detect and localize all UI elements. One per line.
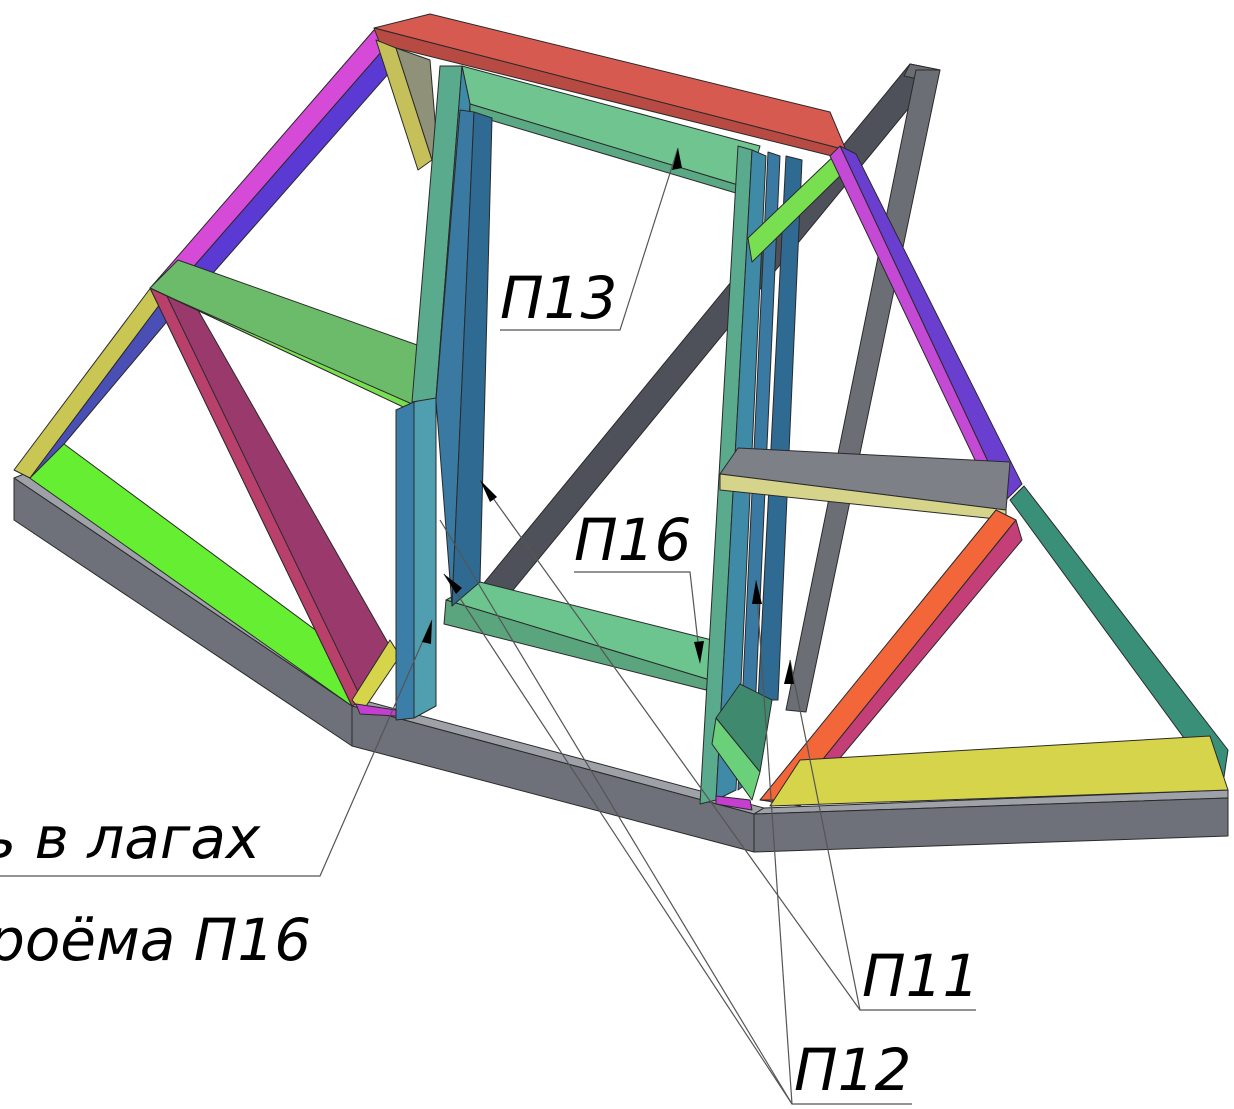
top-plate bbox=[373, 13, 847, 181]
leader-p16 bbox=[574, 571, 701, 661]
left-gable bbox=[13, 29, 421, 717]
leader-note bbox=[0, 619, 433, 877]
arrow-p11-a bbox=[480, 480, 497, 502]
left-outer-post-side bbox=[413, 395, 437, 719]
left-rafter-lower-side bbox=[29, 295, 181, 479]
left-outer-post-face bbox=[395, 401, 415, 721]
leader-p12-c bbox=[439, 519, 793, 1105]
arrow-p11-b bbox=[784, 660, 794, 684]
leaders bbox=[0, 147, 976, 1105]
arrow-note bbox=[422, 620, 432, 644]
right-log-side bbox=[753, 797, 1229, 853]
note-line-2: роёма П16 bbox=[0, 906, 311, 974]
label-p12: П12 bbox=[794, 1036, 911, 1104]
leader-p12-b bbox=[755, 579, 793, 1105]
arrow-p16 bbox=[694, 641, 704, 664]
leader-p11-b bbox=[789, 659, 861, 1011]
left-rafter-upper-side bbox=[167, 41, 405, 307]
label-p16: П16 bbox=[574, 506, 691, 574]
arrow-p12-a bbox=[444, 574, 462, 594]
right-lower-rafter bbox=[1009, 485, 1229, 791]
leader-p13 bbox=[500, 147, 679, 331]
left-rafter-upper bbox=[151, 29, 391, 297]
door-sill-p16-bottom bbox=[443, 599, 711, 691]
label-p13: П13 bbox=[500, 264, 617, 332]
right-bottom-rail bbox=[769, 735, 1229, 807]
arrow-p12-b bbox=[752, 580, 762, 604]
left-rafter-lower bbox=[13, 285, 167, 479]
right-corner-block bbox=[715, 795, 753, 811]
door-frame bbox=[395, 65, 847, 811]
note-line-1: ь в лагах bbox=[0, 804, 261, 872]
right-bottom-block-side bbox=[711, 717, 761, 801]
arrow-p13 bbox=[672, 148, 682, 170]
right-gable bbox=[719, 145, 1229, 807]
label-p11: П11 bbox=[862, 942, 979, 1010]
